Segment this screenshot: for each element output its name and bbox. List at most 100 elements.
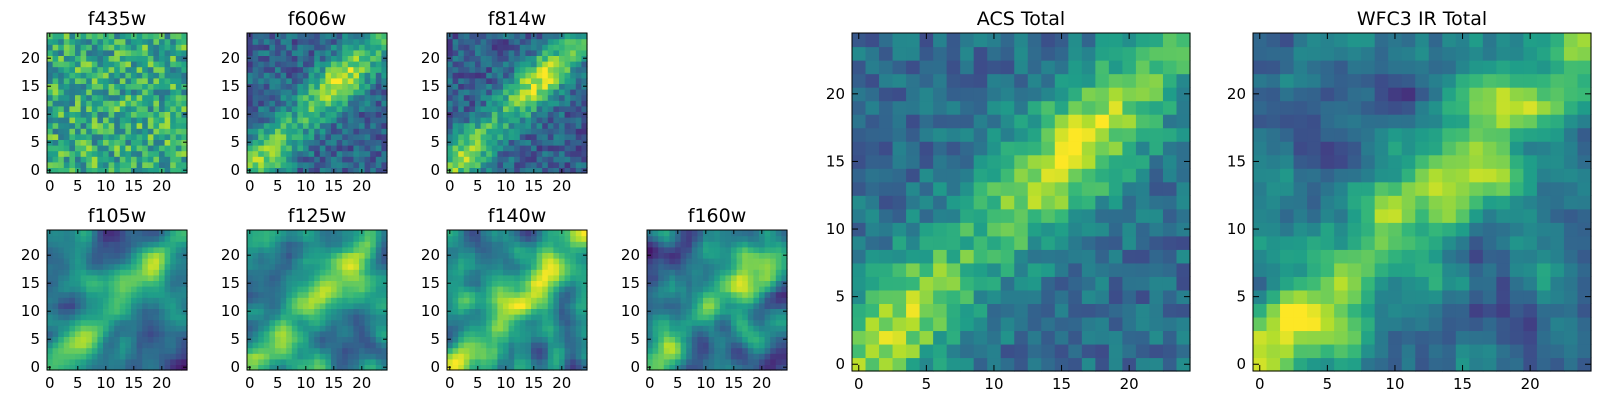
heatmap-cell bbox=[181, 100, 188, 107]
heatmap-cell bbox=[381, 314, 388, 321]
heatmap-cell bbox=[52, 230, 59, 237]
heatmap-cell bbox=[247, 246, 254, 253]
heatmap-cell bbox=[370, 347, 377, 354]
heatmap-cell bbox=[570, 133, 577, 140]
heatmap-cell bbox=[336, 230, 343, 237]
heatmap-cell bbox=[314, 94, 321, 101]
heatmap-cell bbox=[987, 195, 1002, 210]
heatmap-cell bbox=[91, 156, 98, 163]
heatmap-cell bbox=[275, 347, 282, 354]
heatmap-cell bbox=[258, 44, 265, 51]
heatmap-cell bbox=[258, 364, 265, 371]
heatmap-cell bbox=[564, 291, 571, 298]
heatmap-cell bbox=[142, 286, 149, 293]
heatmap-cell bbox=[960, 262, 975, 277]
heatmap-cell bbox=[164, 61, 171, 68]
heatmap-cell bbox=[503, 319, 510, 326]
heatmap-cell bbox=[731, 314, 738, 321]
heatmap-cell bbox=[314, 145, 321, 152]
heatmap-cell bbox=[519, 286, 526, 293]
heatmap-cell bbox=[747, 246, 754, 253]
heatmap-cell bbox=[647, 241, 654, 248]
heatmap-cell bbox=[347, 241, 354, 248]
heatmap-cell bbox=[381, 286, 388, 293]
heatmap-cell bbox=[973, 235, 988, 250]
heatmap-cell bbox=[719, 269, 726, 276]
heatmap-cell bbox=[919, 330, 934, 345]
heatmap-cell bbox=[308, 286, 315, 293]
heatmap-cell bbox=[269, 325, 276, 332]
heatmap-cell bbox=[652, 353, 659, 360]
heatmap-cell bbox=[97, 161, 104, 168]
heatmap-cell bbox=[742, 269, 749, 276]
heatmap-cell bbox=[675, 336, 682, 343]
heatmap-cell bbox=[153, 235, 160, 242]
heatmap-cell bbox=[119, 347, 126, 354]
heatmap-cell bbox=[252, 55, 259, 62]
heatmap-cell bbox=[147, 128, 154, 135]
heatmap-cell bbox=[531, 286, 538, 293]
heatmap-cell bbox=[463, 128, 470, 135]
heatmap-cell bbox=[331, 111, 338, 118]
heatmap-cell bbox=[291, 139, 298, 146]
heatmap-cell bbox=[247, 291, 254, 298]
heatmap-cell bbox=[542, 167, 549, 174]
heatmap-cell bbox=[458, 122, 465, 129]
heatmap-cell bbox=[708, 342, 715, 349]
heatmap-cell bbox=[181, 302, 188, 309]
heatmap-cell bbox=[58, 269, 65, 276]
heatmap-cell bbox=[125, 44, 132, 51]
heatmap-cell bbox=[547, 111, 554, 118]
heatmap-cell bbox=[536, 314, 543, 321]
heatmap-cell bbox=[119, 139, 126, 146]
heatmap-cell bbox=[503, 302, 510, 309]
heatmap-cell bbox=[303, 139, 310, 146]
heatmap-cell bbox=[136, 111, 143, 118]
heatmap-cell bbox=[47, 72, 54, 79]
heatmap-cell bbox=[1162, 249, 1178, 264]
heatmap-cell bbox=[491, 66, 498, 73]
heatmap-cell bbox=[80, 72, 87, 79]
heatmap-cell bbox=[97, 235, 104, 242]
heatmap-cell bbox=[480, 308, 487, 315]
heatmap-cell bbox=[319, 94, 326, 101]
heatmap-cell bbox=[691, 241, 698, 248]
heatmap-cell bbox=[559, 274, 566, 281]
heatmap-cell bbox=[725, 336, 732, 343]
heatmap-cell bbox=[1000, 330, 1015, 345]
heatmap-cell bbox=[119, 241, 126, 248]
heatmap-cell bbox=[263, 302, 270, 309]
heatmap-cell bbox=[97, 364, 104, 371]
heatmap-cell bbox=[486, 44, 493, 51]
heatmap-cell bbox=[570, 139, 577, 146]
heatmap-cell bbox=[181, 286, 188, 293]
heatmap-cell bbox=[775, 314, 782, 321]
heatmap-cell bbox=[519, 319, 526, 326]
heatmap-cell bbox=[275, 150, 282, 157]
heatmap-cell bbox=[708, 364, 715, 371]
heatmap-cell bbox=[531, 336, 538, 343]
heatmap-cell bbox=[1054, 330, 1069, 345]
heatmap-cell bbox=[564, 347, 571, 354]
heatmap-cell bbox=[770, 269, 777, 276]
heatmap-cell bbox=[347, 364, 354, 371]
heatmap-cell bbox=[1041, 303, 1056, 318]
heatmap-cell bbox=[669, 291, 676, 298]
heatmap-cell bbox=[114, 77, 121, 84]
heatmap-cell bbox=[658, 274, 665, 281]
heatmap-cell bbox=[519, 364, 526, 371]
heatmap-cell bbox=[508, 61, 515, 68]
heatmap-cell bbox=[280, 230, 287, 237]
heatmap-cell bbox=[759, 314, 766, 321]
heatmap-cell bbox=[753, 280, 760, 287]
heatmap-cell bbox=[553, 314, 560, 321]
heatmap-cell bbox=[170, 117, 177, 124]
heatmap-cell bbox=[308, 72, 315, 79]
heatmap-cell bbox=[175, 145, 182, 152]
heatmap-cell bbox=[325, 263, 332, 270]
heatmap-cell bbox=[879, 222, 894, 237]
heatmap-cell bbox=[658, 286, 665, 293]
x-tick-label: 0 bbox=[245, 374, 255, 392]
heatmap-cell bbox=[114, 297, 121, 304]
heatmap-cell bbox=[347, 280, 354, 287]
